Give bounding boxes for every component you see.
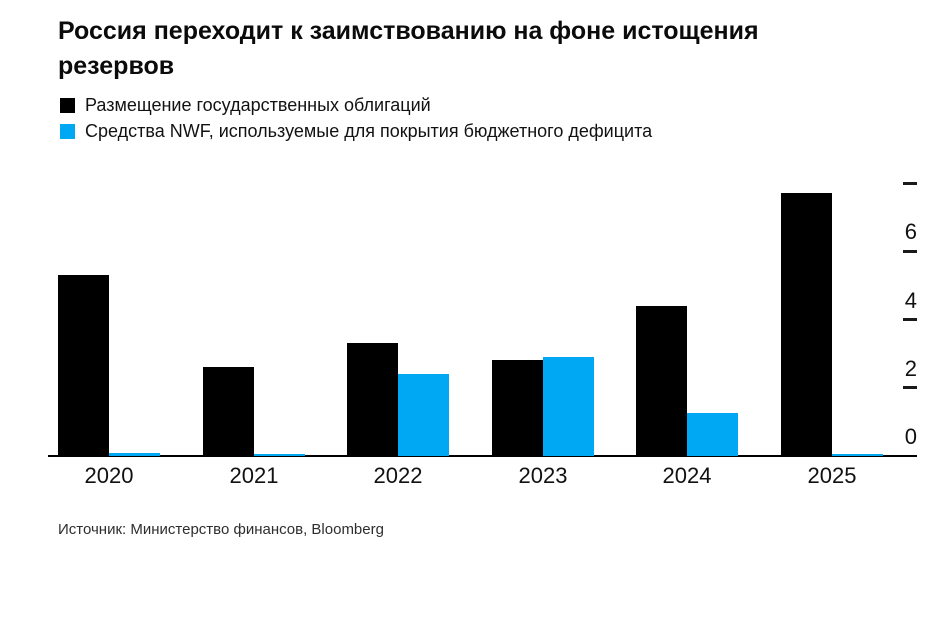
- legend-swatch-bonds: [60, 97, 75, 113]
- y-tick-dash-4: [903, 318, 917, 321]
- bar-nwf-2024: [687, 413, 738, 456]
- bar-bonds-2023: [492, 360, 543, 456]
- source-note: Источник: Министерство финансов, Bloombe…: [58, 521, 384, 538]
- bar-bonds-2021: [203, 367, 254, 456]
- bar-nwf-2023: [543, 357, 594, 456]
- bar-bonds-2020: [58, 275, 109, 456]
- bar-bonds-2024: [636, 306, 687, 456]
- legend-item-bonds: Размещение государственных облигаций: [60, 92, 652, 118]
- y-tick-label-4: 4: [904, 288, 917, 313]
- legend-item-nwf: Средства NWF, используемые для покрытия …: [60, 118, 652, 144]
- legend-swatch-nwf: [60, 123, 75, 139]
- y-tick-dash-6: [903, 250, 917, 253]
- x-label-2023: 2023: [518, 463, 568, 488]
- bar-nwf-2022: [398, 374, 449, 456]
- x-label-2022: 2022: [373, 463, 423, 488]
- x-label-2021: 2021: [229, 463, 279, 488]
- y-tick-label-2: 2: [904, 356, 917, 381]
- legend: Размещение государственных облигаций Сре…: [60, 92, 652, 144]
- x-label-2024: 2024: [662, 463, 712, 488]
- bar-nwf-2021: [254, 454, 305, 456]
- x-label-2025: 2025: [807, 463, 857, 488]
- y-tick-label-6: 6: [904, 219, 917, 244]
- bar-bonds-2025: [781, 193, 832, 456]
- bar-bonds-2022: [347, 343, 398, 456]
- x-axis-line: [48, 455, 917, 457]
- y-tick-dash-2: [903, 386, 917, 389]
- x-label-2020: 2020: [84, 463, 134, 488]
- bar-nwf-2025: [832, 454, 883, 456]
- y-tick-label-0: 0: [904, 424, 917, 449]
- y-tick-dash-8: [903, 182, 917, 185]
- chart-title: Россия переходит к заимствованию на фоне…: [58, 17, 759, 80]
- legend-label-bonds: Размещение государственных облигаций: [85, 94, 431, 115]
- bar-nwf-2020: [109, 453, 160, 456]
- legend-label-nwf: Средства NWF, используемые для покрытия …: [85, 120, 653, 141]
